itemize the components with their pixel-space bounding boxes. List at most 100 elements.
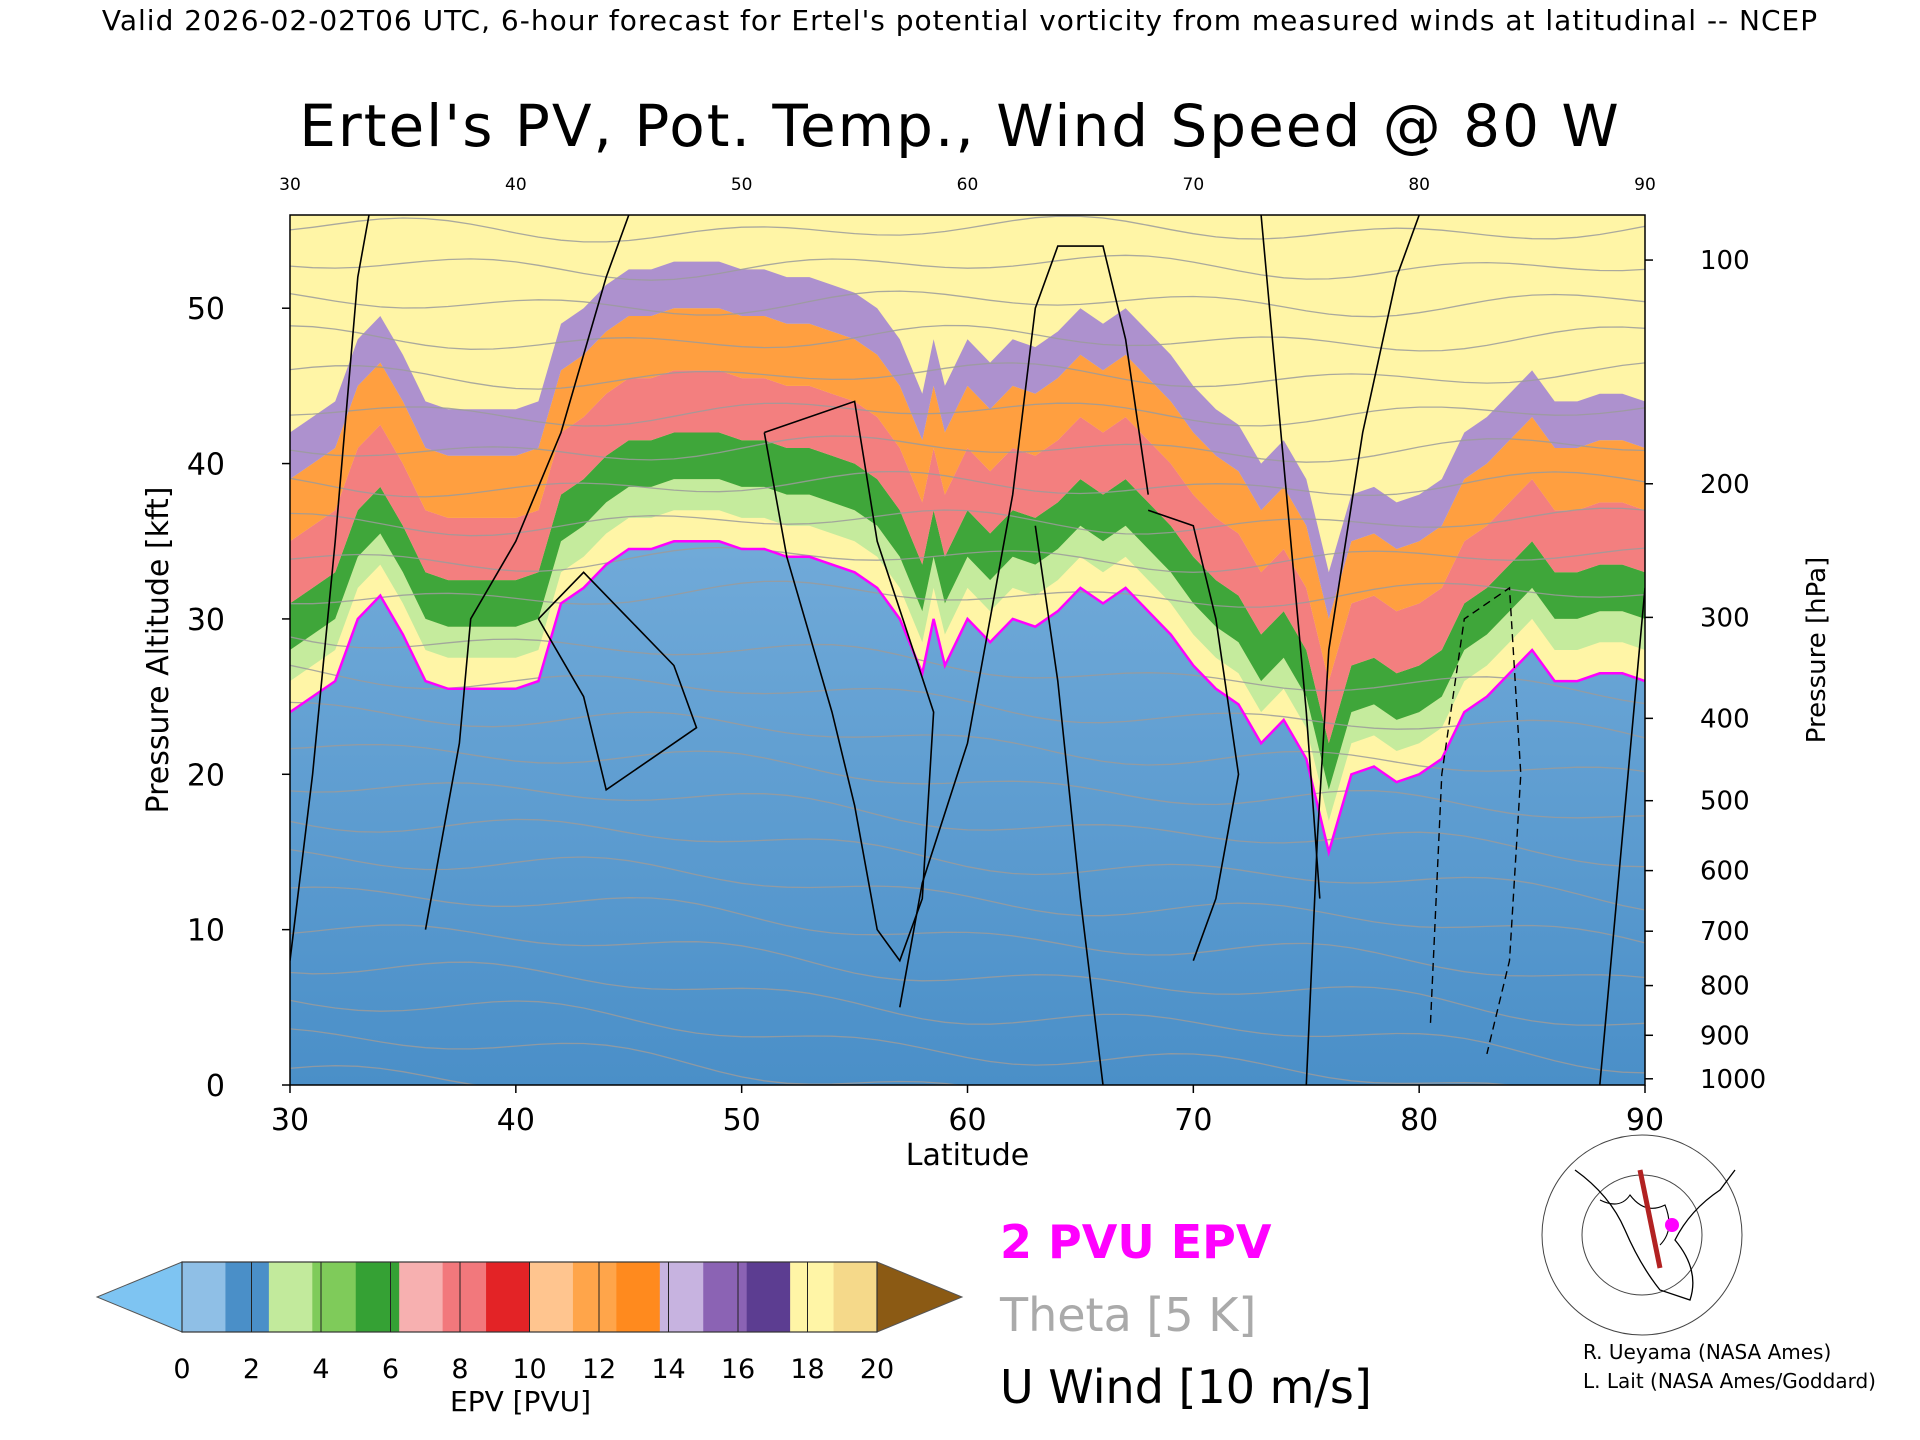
transect-line [1637, 1169, 1663, 1269]
colorbar-swatch [616, 1262, 661, 1332]
x-tick-label: 40 [497, 1103, 535, 1138]
x-top-tick-label: 30 [279, 175, 301, 195]
colorbar-swatch [312, 1262, 357, 1332]
wind-contour-negative [1429, 586, 1522, 1055]
y-tick-label: 10 [187, 914, 225, 949]
colorbar-swatch [442, 1262, 487, 1332]
colorbar-swatch [703, 1262, 748, 1332]
y-tick-label: 30 [187, 603, 225, 638]
theta-contour [290, 470, 1645, 498]
colorbar-swatch [355, 1262, 400, 1332]
wind-contour [1147, 509, 1240, 961]
wind-contour [537, 571, 698, 792]
colorbar-swatch [268, 1262, 313, 1332]
theta-contour [290, 362, 1645, 390]
x-tick-label: 60 [948, 1103, 986, 1138]
x-tick-label: 50 [723, 1103, 761, 1138]
map-coastline [1574, 1169, 1736, 1301]
colorbar-under-arrow [95, 1261, 183, 1333]
colorbar-swatch [833, 1262, 878, 1332]
colorbar-swatch [182, 1262, 226, 1332]
colorbar-tick-label: 18 [790, 1354, 824, 1385]
x-top-tick-label: 50 [731, 175, 753, 195]
theta-contour [290, 664, 1645, 739]
colorbar-swatch [486, 1262, 530, 1332]
forecast-header: Valid 2026-02-02T06 UTC, 6-hour forecast… [101, 4, 1819, 37]
x-top-tick-label: 90 [1634, 175, 1656, 195]
y2-axis-label: Pressure [hPa] [1802, 557, 1832, 744]
credit-line-2: L. Lait (NASA Ames/Goddard) [1583, 1369, 1876, 1393]
pv-2pvu-line [290, 540, 1645, 857]
pressure-tick-label: 500 [1700, 787, 1750, 817]
theta-contour [290, 924, 1645, 1026]
y-axis-label: Pressure Altitude [kft] [141, 487, 176, 814]
colorbar-swatch [225, 1262, 270, 1332]
theta-contour [290, 743, 1645, 819]
colorbar-label: EPV [PVU] [450, 1385, 592, 1418]
theta-contour [290, 818, 1645, 911]
y-tick-label: 20 [187, 758, 225, 793]
theta-contour [290, 507, 1645, 537]
colorbar-tick-label: 16 [721, 1354, 755, 1385]
wind-contour [1305, 215, 1420, 1085]
colorbar-tick-label: 0 [173, 1354, 190, 1385]
x-tick-label: 70 [1174, 1103, 1212, 1138]
theta-contour [290, 999, 1515, 1085]
wind-contour [1034, 525, 1104, 1085]
map-graticule [1541, 1134, 1743, 1336]
x-top-tick-label: 60 [957, 175, 979, 195]
theta-contour [290, 324, 1645, 352]
pressure-tick-label: 700 [1700, 917, 1750, 947]
pressure-tick-label: 800 [1700, 972, 1750, 1002]
y-tick-label: 40 [187, 448, 225, 483]
colorbar-tick-label: 20 [860, 1354, 894, 1385]
theta-contour [290, 636, 1645, 705]
pressure-tick-label: 300 [1700, 603, 1750, 633]
colorbar-tick-label: 6 [382, 1354, 399, 1385]
theta-contour [290, 435, 1645, 463]
wind-contour [1599, 587, 1645, 1085]
theta-contour [290, 580, 1645, 608]
colorbar-swatch [790, 1262, 835, 1332]
theta-contour [290, 290, 1645, 318]
wind-contour [1260, 215, 1321, 899]
wind-contour [899, 245, 1149, 1008]
colorbar-tick-label: 2 [243, 1354, 260, 1385]
x-top-tick-label: 40 [505, 175, 527, 195]
pressure-tick-label: 400 [1700, 704, 1750, 734]
pressure-tick-label: 600 [1700, 857, 1750, 887]
theta-contour [290, 1028, 963, 1085]
colorbar-swatch [572, 1262, 617, 1332]
location-marker [1665, 1218, 1679, 1232]
theta-contour [290, 848, 1645, 944]
colorbar-swatch [529, 1262, 574, 1332]
legend-epv: 2 PVU EPV [1000, 1215, 1272, 1269]
x-top-tick-label: 80 [1408, 175, 1430, 195]
legend-uwind: U Wind [10 m/s] [1000, 1360, 1372, 1414]
theta-contour [290, 701, 1645, 773]
theta-contour [290, 546, 1645, 573]
credit-line-1: R. Ueyama (NASA Ames) [1583, 1340, 1832, 1364]
x-tick-label: 30 [271, 1103, 309, 1138]
chart-title: Ertel's PV, Pot. Temp., Wind Speed @ 80 … [299, 92, 1621, 160]
theta-contour [290, 402, 1645, 427]
theta-contour [290, 782, 1645, 868]
y-tick-label: 0 [206, 1069, 225, 1104]
colorbar-swatch [746, 1262, 791, 1332]
colorbar-tick-label: 10 [512, 1354, 546, 1385]
theta-contour [290, 886, 1645, 979]
wind-contour [424, 215, 630, 930]
x-tick-label: 90 [1626, 1103, 1664, 1138]
colorbar-tick-label: 12 [582, 1354, 616, 1385]
legend-theta: Theta [5 K] [1000, 1288, 1257, 1342]
colorbar-tick-label: 4 [312, 1354, 329, 1385]
colorbar-tick-label: 14 [651, 1354, 685, 1385]
wind-contour [290, 215, 370, 961]
y-tick-label: 50 [187, 292, 225, 327]
pressure-tick-label: 100 [1700, 246, 1750, 276]
colorbar-over-arrow [876, 1261, 964, 1333]
x-tick-label: 80 [1400, 1103, 1438, 1138]
x-axis-label: Latitude [906, 1138, 1029, 1173]
x-top-tick-label: 70 [1183, 175, 1205, 195]
